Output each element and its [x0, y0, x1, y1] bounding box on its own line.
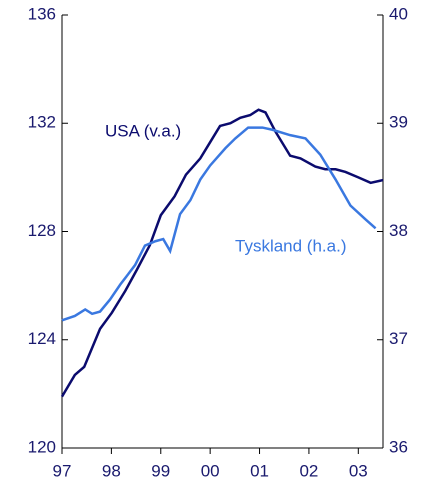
- series-label: Tyskland (h.a.): [235, 236, 347, 255]
- x-tick-label: 99: [151, 461, 170, 480]
- series-line: [61, 126, 377, 322]
- x-tick-label: 01: [250, 461, 269, 480]
- y-tick-label: 132: [28, 113, 56, 132]
- y-tick-label: 124: [28, 329, 56, 348]
- x-tick-label: 03: [349, 461, 368, 480]
- series-label: USA (v.a.): [105, 121, 181, 140]
- y2-tick-label: 36: [389, 437, 408, 456]
- y2-tick-label: 37: [389, 329, 408, 348]
- y-tick-label: 136: [28, 4, 56, 23]
- y-tick-label: 120: [28, 437, 56, 456]
- y2-tick-label: 40: [389, 4, 408, 23]
- y-tick-label: 128: [28, 221, 56, 240]
- x-tick-label: 02: [299, 461, 318, 480]
- x-tick-label: 98: [102, 461, 121, 480]
- y2-tick-label: 38: [389, 221, 408, 240]
- x-tick-label: 97: [53, 461, 72, 480]
- x-tick-label: 00: [201, 461, 220, 480]
- y2-tick-label: 39: [389, 113, 408, 132]
